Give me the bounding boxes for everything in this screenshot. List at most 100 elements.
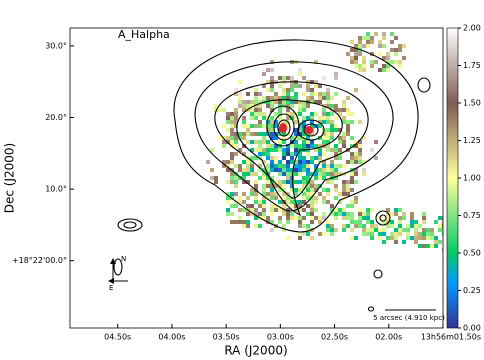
pixel — [338, 164, 342, 168]
pixel — [250, 208, 254, 212]
pixel — [250, 188, 254, 192]
pixel — [362, 232, 366, 236]
pixel — [390, 212, 394, 216]
pixel — [238, 208, 242, 212]
pixel — [286, 180, 290, 184]
pixel — [242, 180, 246, 184]
pixel — [262, 132, 266, 136]
pixel — [294, 116, 298, 120]
pixel — [274, 136, 278, 140]
pixel — [334, 176, 338, 180]
pixel — [286, 108, 290, 112]
pixel — [302, 124, 306, 128]
pixel — [422, 232, 426, 236]
pixel — [254, 132, 258, 136]
pixel — [298, 104, 302, 108]
pixel — [242, 192, 246, 196]
pixel — [386, 236, 390, 240]
pixel — [334, 164, 338, 168]
pixel — [306, 232, 310, 236]
y-tick-label: +18°22'00.0° — [12, 256, 67, 265]
pixel — [262, 204, 266, 208]
pixel — [322, 132, 326, 136]
pixel — [238, 164, 242, 168]
pixel — [326, 148, 330, 152]
pixel — [250, 100, 254, 104]
pixel — [382, 232, 386, 236]
pixel — [238, 196, 242, 200]
pixel — [230, 120, 234, 124]
pixel — [298, 68, 302, 72]
pixel — [242, 200, 246, 204]
pixel — [258, 164, 262, 168]
pixel — [414, 228, 418, 232]
pixel — [382, 44, 386, 48]
pixel — [290, 168, 294, 172]
compass-label: E — [109, 284, 113, 292]
pixel — [266, 152, 270, 156]
pixel — [398, 48, 402, 52]
contour — [117, 218, 143, 232]
pixel — [290, 204, 294, 208]
pixel — [250, 132, 254, 136]
pixel — [430, 236, 434, 240]
x-tick-label: 02.00s — [375, 333, 402, 342]
pixel — [402, 44, 406, 48]
pixel — [314, 156, 318, 160]
x-axis-label: RA (J2000) — [224, 344, 287, 358]
pixel — [238, 148, 242, 152]
pixel — [390, 232, 394, 236]
pixel — [390, 32, 394, 36]
pixel — [382, 228, 386, 232]
pixel — [402, 56, 406, 60]
pixel — [378, 228, 382, 232]
pixel — [242, 224, 246, 228]
pixel — [390, 224, 394, 228]
pixel — [302, 104, 306, 108]
pixel — [270, 212, 274, 216]
pixel — [318, 96, 322, 100]
pixel — [238, 176, 242, 180]
pixel — [278, 220, 282, 224]
pixel — [334, 92, 338, 96]
pixel — [306, 204, 310, 208]
pixel — [346, 128, 350, 132]
pixel — [302, 100, 306, 104]
pixel — [294, 180, 298, 184]
pixel — [218, 136, 222, 140]
pixel — [346, 112, 350, 116]
pixel — [366, 220, 370, 224]
pixel — [294, 100, 298, 104]
pixel — [390, 48, 394, 52]
pixel — [402, 212, 406, 216]
pixel — [306, 88, 310, 92]
pixel — [254, 184, 258, 188]
pixel — [238, 168, 242, 172]
pixel — [306, 164, 310, 168]
contour — [123, 221, 137, 229]
pixel — [302, 156, 306, 160]
pixel — [306, 228, 310, 232]
pixel — [430, 244, 434, 248]
pixel — [238, 136, 242, 140]
pixel — [314, 196, 318, 200]
pixel — [222, 164, 226, 168]
pixel — [290, 212, 294, 216]
pixel — [358, 152, 362, 156]
pixel — [350, 188, 354, 192]
pixel — [438, 228, 442, 232]
pixel — [326, 228, 330, 232]
pixel — [362, 64, 366, 68]
pixel — [322, 172, 326, 176]
pixel — [226, 120, 230, 124]
pixel — [354, 180, 358, 184]
pixel — [342, 208, 346, 212]
pixel — [330, 172, 334, 176]
pixel — [294, 140, 298, 144]
pixel — [318, 100, 322, 104]
pixel — [258, 120, 262, 124]
pixel — [318, 152, 322, 156]
pixel — [234, 124, 238, 128]
pixel — [302, 184, 306, 188]
pixel — [362, 168, 366, 172]
